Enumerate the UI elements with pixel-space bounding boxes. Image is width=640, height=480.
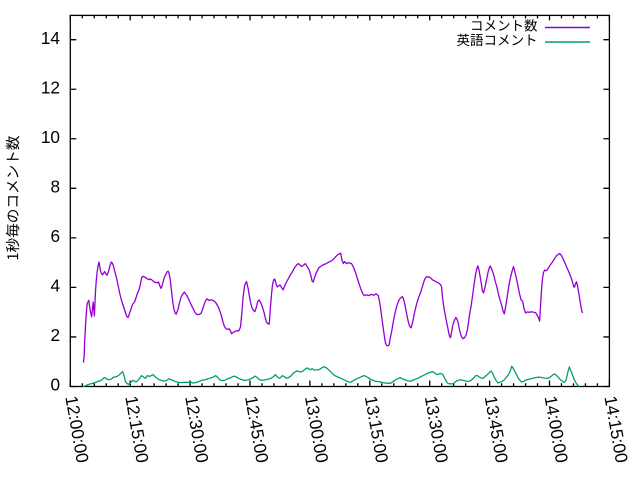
svg-text:12: 12 — [41, 77, 60, 97]
svg-text:0: 0 — [50, 375, 60, 395]
svg-text:8: 8 — [50, 176, 60, 196]
svg-text:6: 6 — [50, 226, 60, 246]
svg-text:14: 14 — [41, 28, 61, 48]
svg-text:2: 2 — [50, 325, 60, 345]
svg-text:4: 4 — [50, 276, 60, 296]
svg-text:10: 10 — [41, 127, 60, 147]
